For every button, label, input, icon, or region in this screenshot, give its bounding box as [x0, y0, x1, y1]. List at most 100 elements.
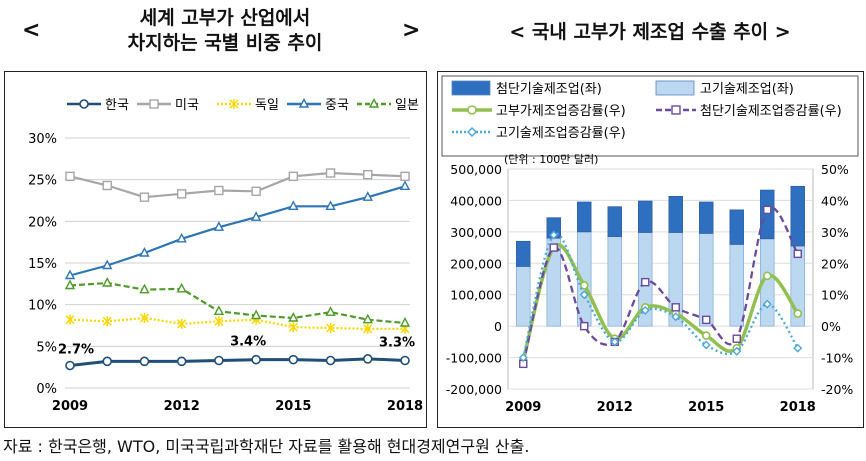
- legend-marker: [298, 98, 310, 108]
- annotation-label: 3.3%: [379, 336, 415, 351]
- legend-marker: [229, 99, 239, 109]
- y-tick-label: 20%: [28, 215, 57, 230]
- data-point: [762, 299, 772, 309]
- data-point: [363, 169, 373, 180]
- data-point: [702, 315, 711, 325]
- x-tick-label: 2018: [780, 400, 816, 415]
- series-line: [69, 357, 406, 367]
- y-left-tick-label: -200,000: [446, 382, 502, 397]
- data-point: [65, 314, 75, 325]
- data-point: [139, 356, 150, 367]
- data-point: [177, 318, 187, 329]
- y-tick-label: 0%: [36, 382, 57, 397]
- y-tick-label: 10%: [28, 299, 57, 314]
- data-point: [139, 192, 150, 202]
- bar-advanced-tech: [638, 200, 653, 233]
- legend-marker: [671, 105, 681, 115]
- legend-swatch: [655, 80, 695, 96]
- data-point: [176, 356, 187, 367]
- data-point: [176, 282, 187, 293]
- data-point: [288, 312, 299, 322]
- y-right-tick-label: 40%: [821, 193, 849, 208]
- data-point: [362, 191, 373, 201]
- series-line: [69, 185, 406, 277]
- x-tick-label: 2009: [505, 400, 541, 415]
- legend-swatch: [451, 80, 491, 96]
- legend-label: 고기술제조업(좌): [700, 82, 794, 97]
- legend-marker: [79, 99, 89, 109]
- legend-label: 중국: [325, 98, 349, 113]
- y-right-tick-label: 30%: [821, 225, 849, 240]
- bar-advanced-tech: [729, 209, 744, 245]
- data-point: [362, 354, 373, 364]
- data-point: [400, 355, 410, 366]
- data-point: [214, 355, 224, 366]
- legend-marker: [467, 127, 477, 137]
- data-point: [64, 269, 76, 280]
- data-point: [102, 180, 112, 191]
- data-point: [641, 277, 650, 287]
- bar-advanced-tech: [668, 195, 683, 233]
- legend-label: 첨단기술제조업증감률(우): [700, 104, 842, 119]
- data-point: [288, 322, 298, 333]
- data-point: [579, 290, 589, 300]
- data-point: [549, 243, 558, 252]
- data-point: [549, 230, 559, 240]
- data-point: [732, 346, 742, 356]
- y-left-tick-label: 300,000: [450, 225, 502, 240]
- data-point: [325, 168, 336, 178]
- data-point: [139, 313, 149, 323]
- data-point: [102, 259, 113, 270]
- series-line: [521, 243, 800, 362]
- y-right-tick-label: -20%: [821, 382, 853, 397]
- series-line: [522, 206, 799, 365]
- data-point: [793, 249, 802, 259]
- bar-advanced-tech: [516, 240, 531, 267]
- data-point: [288, 171, 299, 182]
- data-point: [176, 189, 187, 199]
- x-tick-label: 2015: [688, 400, 724, 415]
- x-tick-label: 2015: [275, 399, 311, 414]
- left-chart-panel: 0% 5% 10% 15% 20% 25% 30% 2009 2012 2015 2018 한국 미국 독…: [4, 71, 427, 428]
- legend-box: [441, 75, 859, 157]
- data-point: [250, 309, 262, 320]
- y-tick-label: 30%: [28, 132, 57, 147]
- data-point: [580, 321, 589, 331]
- bar-advanced-tech: [577, 201, 592, 233]
- data-point: [325, 355, 336, 366]
- data-point: [362, 313, 373, 324]
- data-point: [363, 323, 373, 334]
- data-point: [400, 171, 410, 182]
- bar-high-tech: [607, 236, 622, 327]
- data-point: [102, 277, 113, 287]
- legend-marker: [467, 105, 477, 115]
- y-left-tick-label: 0: [494, 319, 502, 334]
- bar-high-tech: [699, 233, 714, 327]
- bar-advanced-tech: [760, 189, 775, 240]
- left-chart: 0% 5% 10% 15% 20% 25% 30% 2009 2012 2015 2018 한국 미국 독…: [28, 98, 423, 414]
- legend-label: 고부가제조업증감률(우): [496, 104, 626, 119]
- data-point: [139, 247, 150, 257]
- data-point: [250, 211, 262, 221]
- data-point: [701, 331, 711, 340]
- left-heading: 세계 고부가 산업에서 차지하는 국별 비중 추이: [60, 6, 390, 56]
- data-point: [65, 360, 75, 371]
- data-point: [640, 305, 650, 315]
- right-heading: < 국내 고부가 제조업 수출 추이 >: [509, 21, 791, 43]
- y-left-tick-label: 400,000: [450, 193, 502, 208]
- y-tick-label: 5%: [36, 340, 57, 355]
- y-left-tick-label: -100,000: [446, 351, 502, 366]
- y-left-tick-label: 200,000: [450, 256, 502, 271]
- bar-advanced-tech: [607, 206, 622, 237]
- legend-marker: [149, 99, 159, 109]
- data-point: [213, 305, 225, 316]
- data-point: [288, 200, 299, 211]
- left-heading-line1: 세계 고부가 산업에서: [139, 7, 311, 29]
- data-point: [64, 279, 76, 290]
- y-right-tick-label: -10%: [821, 351, 853, 366]
- series-line: [69, 281, 406, 325]
- data-point: [102, 316, 112, 327]
- data-point: [610, 337, 620, 347]
- left-heading-close: >: [402, 18, 421, 43]
- series-line: [69, 316, 405, 330]
